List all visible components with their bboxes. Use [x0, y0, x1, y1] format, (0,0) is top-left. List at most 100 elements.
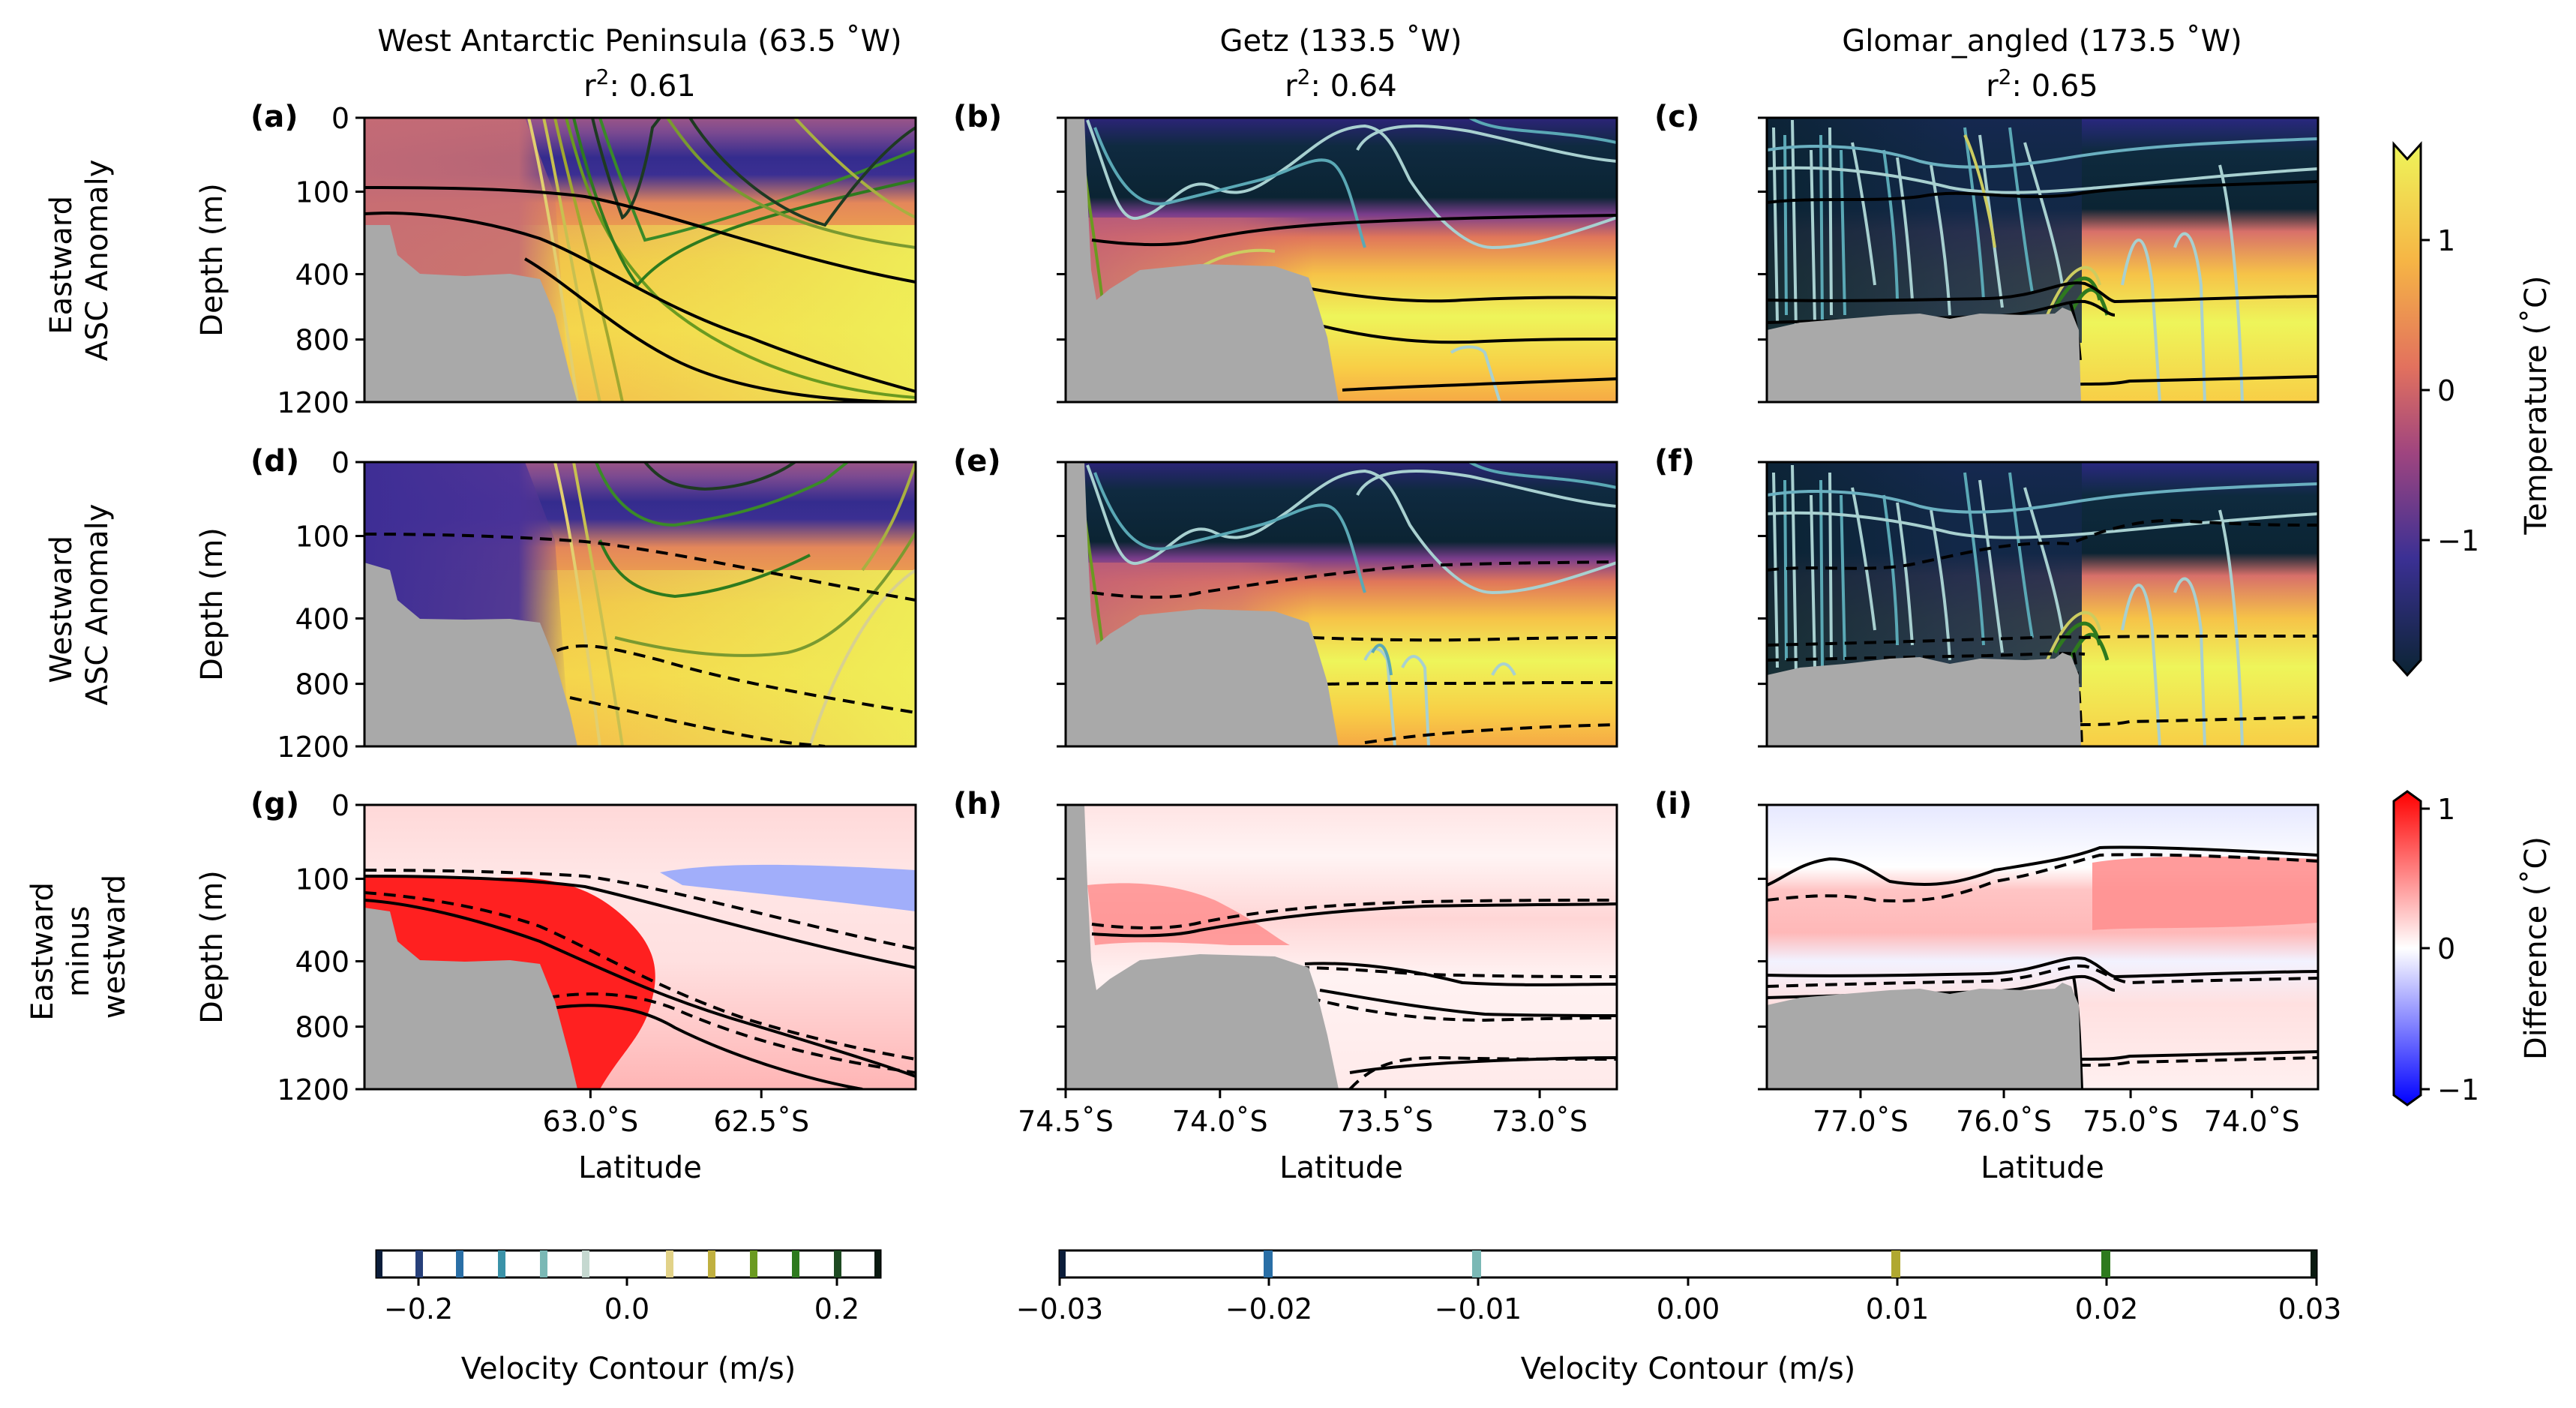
column-title-wap: West Antarctic Peninsula (63.5 ˚W) — [377, 24, 901, 59]
land-mask — [1066, 462, 1339, 746]
latitude-tick-label: 62.5˚S — [713, 1105, 809, 1138]
velocity-contour — [1450, 345, 1501, 402]
difference-colorbar: 1 0 −1 Difference (˚C) — [2392, 790, 2554, 1106]
latitude-tick-label: 63.0˚S — [542, 1105, 638, 1138]
cold-difference-anomaly — [660, 864, 916, 911]
land-mask — [1767, 308, 2081, 402]
latitude-axis-label: Latitude — [1981, 1151, 2104, 1185]
isopycnal-line — [1342, 377, 1617, 392]
tick-label: −0.03 — [1016, 1292, 1103, 1325]
panel-letter: (b) — [953, 100, 1002, 134]
velocity-contour — [1469, 118, 1617, 144]
colorbar-label: Velocity Contour (m/s) — [1521, 1352, 1856, 1386]
velocity-contour — [2121, 577, 2206, 746]
depth-tick-label: 100 — [295, 521, 349, 554]
panel-frame — [1765, 116, 2320, 404]
panel-frame — [1765, 461, 2320, 748]
velocity-colorbar-getz-glomar: −0.03 −0.02 −0.01 0.00 0.01 0.02 0.03 Ve… — [1016, 1249, 2341, 1386]
isopycnal-line — [1349, 1056, 1617, 1074]
latitude-tick-label: 76.0˚S — [1956, 1105, 2052, 1138]
velocity-contour — [666, 118, 916, 249]
velocity-contour — [2218, 509, 2244, 746]
velocity-contour — [2121, 232, 2206, 402]
row-label-westward: Westward ASC Anomaly — [44, 504, 115, 706]
column-r2-glomar: r2: 0.65 — [1986, 65, 2098, 104]
land-mask — [364, 908, 577, 1089]
isopycnal-line — [1364, 723, 1617, 744]
panel-letter: (e) — [953, 444, 1001, 479]
depth-tick-label: 0 — [331, 102, 349, 135]
isopycnal-line — [1091, 214, 1617, 247]
velocity-contour — [565, 118, 916, 399]
velocity-level-swatch — [415, 1250, 423, 1277]
isopycnal-line — [1297, 966, 1617, 978]
velocity-level-swatch — [1472, 1250, 1481, 1277]
panel-letter: (a) — [250, 100, 298, 134]
velocity-level-swatch — [540, 1250, 547, 1277]
isopycnal-line — [364, 212, 916, 393]
panel-letter: (d) — [250, 444, 299, 479]
panel-c — [1767, 118, 2318, 402]
velocity-contour — [1371, 644, 1393, 676]
column-titles: West Antarctic Peninsula (63.5 ˚W) r2: 0… — [377, 24, 2242, 104]
isopycnal-line — [364, 875, 916, 969]
column-r2-getz: r2: 0.64 — [1285, 65, 1397, 104]
isopycnal-line — [1308, 996, 1617, 1022]
r2-value: : 0.61 — [610, 69, 696, 104]
depth-axis-label: Depth (m) — [195, 183, 229, 337]
velocity-contour — [1356, 470, 1617, 508]
tick-label: 0.2 — [814, 1292, 859, 1325]
velocity-level-swatch — [2311, 1250, 2317, 1277]
isopycnal-line — [1767, 652, 2086, 662]
panel-letter: (c) — [1654, 100, 1699, 134]
land-mask — [1767, 983, 2081, 1089]
velocity-contour — [808, 569, 916, 746]
tick-label: −0.02 — [1225, 1292, 1312, 1325]
velocity-contour — [1767, 511, 2318, 539]
panel-b — [1066, 118, 1617, 402]
velocity-contour — [1086, 464, 1617, 595]
velocity-contour — [1783, 472, 2034, 668]
isopycnal-line — [1327, 680, 1617, 686]
velocity-level-swatch — [1891, 1250, 1900, 1277]
tick-label: −0.2 — [384, 1292, 453, 1325]
velocity-contour — [1963, 134, 1996, 248]
depth-tick-label: 0 — [331, 789, 349, 822]
panel-frame — [1064, 461, 1618, 748]
velocity-contour — [553, 118, 624, 402]
velocity-contour — [2046, 611, 2101, 661]
velocity-level-swatch — [498, 1250, 505, 1277]
velocity-contour — [1093, 472, 1366, 593]
tick-label: −1 — [2437, 524, 2479, 557]
isopycnal-line — [1767, 845, 2318, 887]
panel-e — [1066, 462, 1617, 746]
isopycnal-line — [1289, 284, 1617, 303]
velocity-contour — [595, 462, 849, 527]
velocity-contour — [861, 462, 916, 572]
isopycnal-line — [1767, 281, 2318, 304]
column-title-glomar: Glomar_angled (173.5 ˚W) — [1842, 24, 2242, 59]
velocity-contour — [688, 118, 916, 227]
colorbar-label: Velocity Contour (m/s) — [461, 1352, 796, 1386]
row-label-difference: Eastward minus westward — [25, 872, 132, 1020]
velocity-contour — [598, 118, 916, 242]
r2-superscript: 2 — [1297, 65, 1311, 89]
velocity-contour — [1356, 125, 1617, 163]
velocity-level-swatch — [376, 1250, 382, 1277]
tick-label: 1 — [2437, 224, 2455, 257]
tick-label: 0.0 — [604, 1292, 649, 1325]
tick-label: 0.01 — [1866, 1292, 1930, 1325]
isopycnal-line — [364, 891, 916, 1061]
panel-letter: (f) — [1654, 444, 1695, 479]
depth-tick-label: 100 — [295, 176, 349, 209]
land-mask — [364, 563, 577, 746]
velocity-contour — [591, 118, 661, 221]
panel-frame — [363, 803, 917, 1091]
isopycnal-line — [364, 533, 916, 602]
warm-difference-anomaly — [2092, 856, 2318, 930]
velocity-level-swatch — [792, 1250, 799, 1277]
velocity-contour — [1767, 482, 2318, 514]
panel-f — [1767, 462, 2318, 746]
velocity-level-swatch — [874, 1250, 880, 1277]
colorbar-body — [2392, 790, 2422, 1106]
